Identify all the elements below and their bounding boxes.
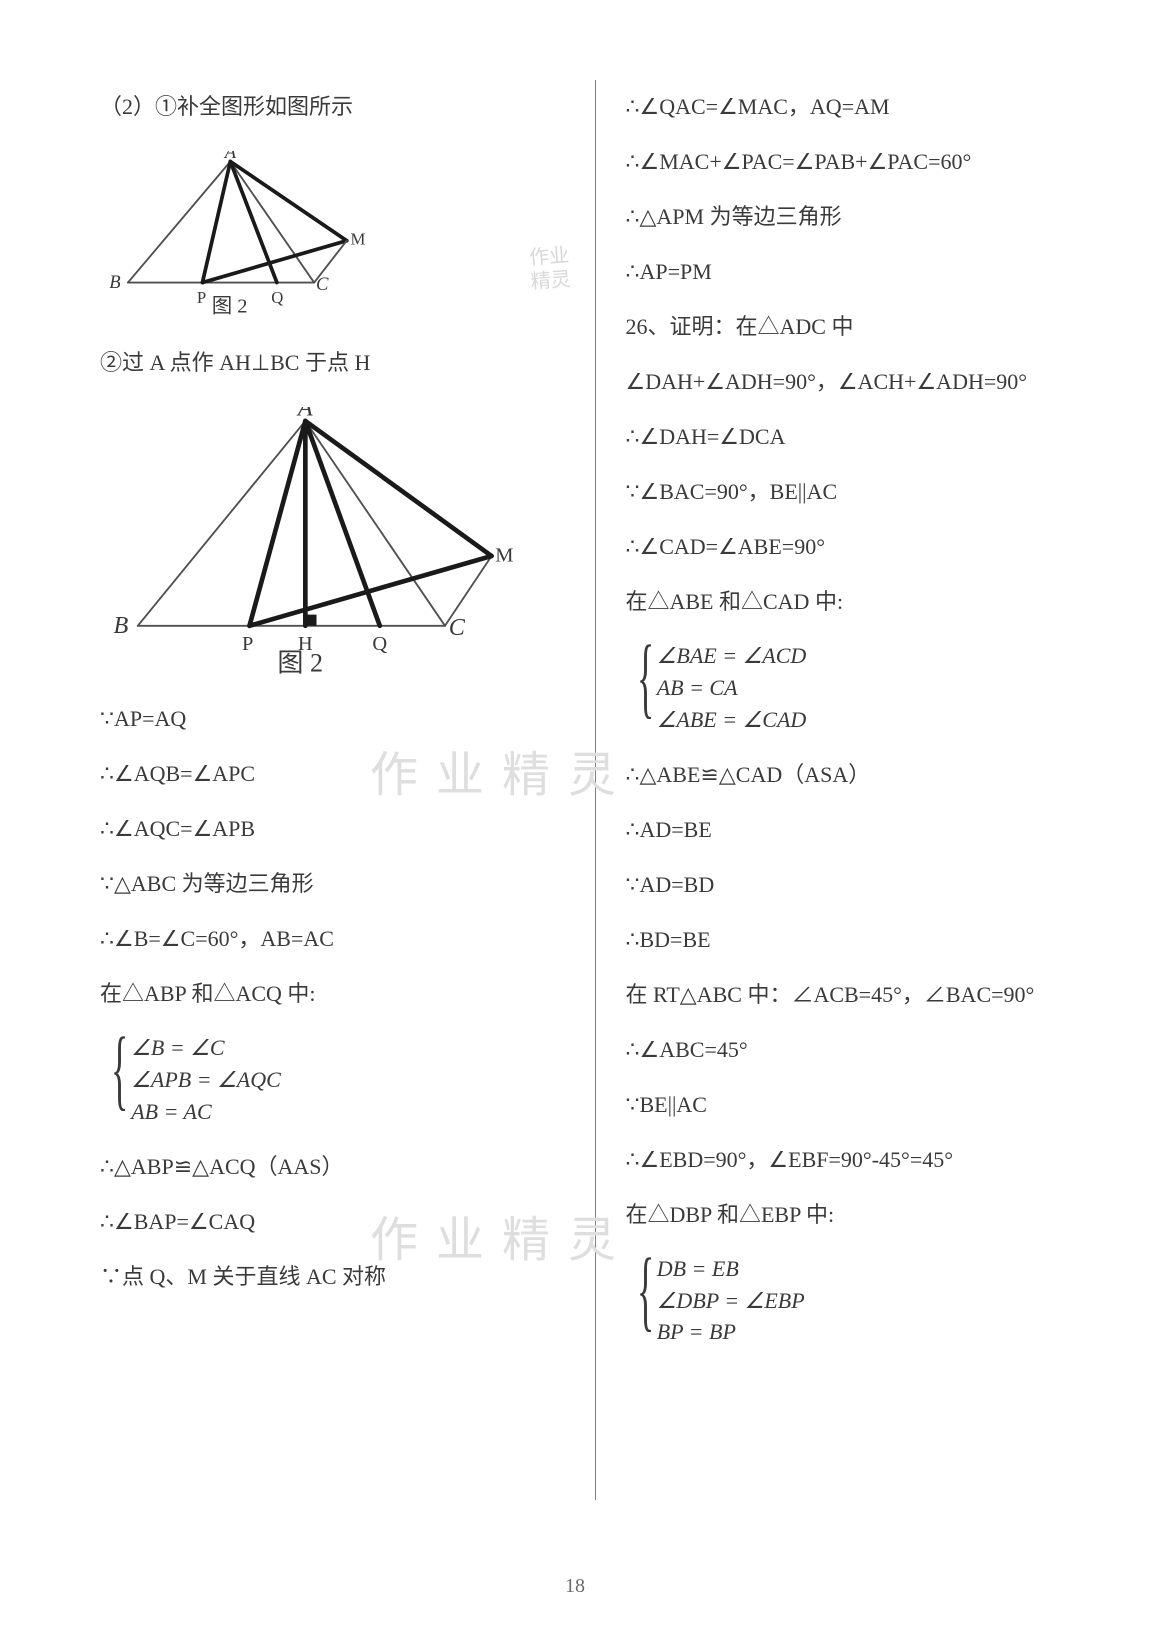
svg-text:B: B (114, 612, 129, 639)
figure-1-svg: A B C M P Q 图 2 (100, 151, 370, 321)
text-line: （2）①补全图形如图所示 (100, 90, 565, 123)
left-brace-icon: { (636, 640, 653, 736)
svg-text:C: C (449, 614, 466, 641)
svg-text:M: M (350, 229, 365, 248)
svg-text:A: A (296, 407, 313, 421)
figure-2: ABCMPHQ图 2 (100, 407, 565, 682)
text-line: ∴∠MAC+∠PAC=∠PAB+∠PAC=60° (626, 145, 1091, 178)
svg-text:图 2: 图 2 (212, 295, 248, 317)
svg-text:C: C (316, 274, 329, 295)
brace-group-3: { DB = EB ∠DBP = ∠EBP BP = BP (634, 1253, 1091, 1349)
text-line: ∴∠BAP=∠CAQ (100, 1205, 565, 1238)
text-line: ∴∠EBD=90°，∠EBF=90°-45°=45° (626, 1143, 1091, 1176)
brace-group-1: { ∠B = ∠C ∠APB = ∠AQC AB = AC (108, 1032, 565, 1128)
text-line: ∴∠ABC=45° (626, 1033, 1091, 1066)
text-line: ∵AP=AQ (100, 702, 565, 735)
brace-item: ∠BAE = ∠ACD (657, 640, 807, 672)
svg-text:图 2: 图 2 (277, 648, 323, 677)
text-line: ∠DAH+∠ADH=90°，∠ACH+∠ADH=90° (626, 365, 1091, 398)
brace-item: AB = CA (657, 672, 807, 704)
text-line: 在△DBP 和△EBP 中: (626, 1198, 1091, 1231)
text-line: ∴∠B=∠C=60°，AB=AC (100, 922, 565, 955)
text-line: ∴∠QAC=∠MAC，AQ=AM (626, 90, 1091, 123)
text-line: ∵BE||AC (626, 1088, 1091, 1121)
text-line: ∴∠AQC=∠APB (100, 812, 565, 845)
figure-1: A B C M P Q 图 2 (100, 151, 565, 326)
figure-2-svg: ABCMPHQ图 2 (100, 407, 520, 677)
svg-text:P: P (197, 288, 206, 307)
text-line: ∵AD=BD (626, 868, 1091, 901)
brace-item: ∠APB = ∠AQC (131, 1064, 281, 1096)
text-line: ∴∠AQB=∠APC (100, 757, 565, 790)
text-line: 在△ABE 和△CAD 中: (626, 585, 1091, 618)
text-line: 26、证明：在△ADC 中 (626, 310, 1091, 343)
brace-group-2: { ∠BAE = ∠ACD AB = CA ∠ABE = ∠CAD (634, 640, 1091, 736)
left-brace-icon: { (636, 1253, 653, 1349)
text-line: ②过 A 点作 AH⊥BC 于点 H (100, 346, 565, 379)
text-line: ∴AD=BE (626, 813, 1091, 846)
svg-text:Q: Q (372, 633, 387, 655)
text-line: 在△ABP 和△ACQ 中: (100, 977, 565, 1010)
text-line: ∴AP=PM (626, 255, 1091, 288)
left-brace-icon: { (111, 1032, 128, 1128)
left-column: （2）①补全图形如图所示 A B C M P Q 图 2 ②过 A 点作 AH⊥BC 于点 … (100, 90, 595, 1500)
text-line: ∴△APM 为等边三角形 (626, 200, 1091, 233)
brace-item: AB = AC (131, 1096, 281, 1128)
text-line: ∵∠BAC=90°，BE||AC (626, 475, 1091, 508)
svg-text:M: M (495, 545, 513, 567)
brace-item: ∠B = ∠C (131, 1032, 281, 1064)
text-line: ∴BD=BE (626, 923, 1091, 956)
brace-item: BP = BP (657, 1316, 805, 1348)
svg-text:B: B (109, 272, 120, 293)
brace-item: DB = EB (657, 1253, 805, 1285)
svg-text:Q: Q (271, 288, 283, 307)
page-number: 18 (0, 1575, 1150, 1598)
text-line: ∵△ABC 为等边三角形 (100, 867, 565, 900)
text-line: ∴△ABE≌△CAD（ASA） (626, 758, 1091, 791)
text-line: ∴△ABP≌△ACQ（AAS） (100, 1150, 565, 1183)
text-line: ∵点 Q、M 关于直线 AC 对称 (100, 1260, 565, 1293)
text-line: 在 RT△ABC 中：∠ACB=45°，∠BAC=90° (626, 978, 1091, 1011)
svg-text:P: P (242, 633, 253, 655)
right-column: ∴∠QAC=∠MAC，AQ=AM ∴∠MAC+∠PAC=∠PAB+∠PAC=60… (596, 90, 1091, 1500)
text-line: ∴∠CAD=∠ABE=90° (626, 530, 1091, 563)
brace-item: ∠DBP = ∠EBP (657, 1285, 805, 1317)
text-line: ∴∠DAH=∠DCA (626, 420, 1091, 453)
svg-text:A: A (223, 151, 237, 163)
brace-item: ∠ABE = ∠CAD (657, 704, 807, 736)
